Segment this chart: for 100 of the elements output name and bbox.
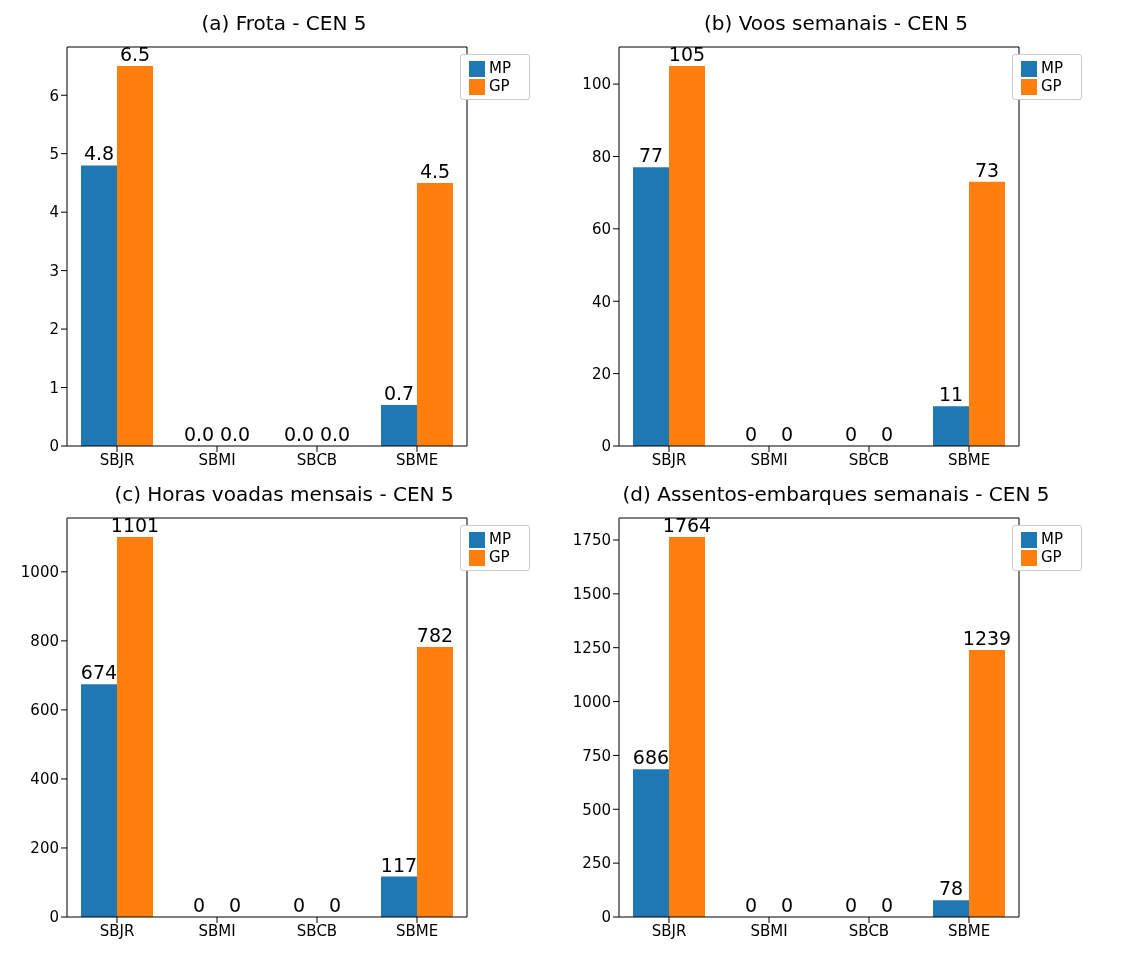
x-tick-label: SBMI [198, 450, 236, 469]
data-label: 0.0 [319, 422, 351, 445]
y-tick-label: 1750 [572, 531, 611, 550]
legend-label: MP [489, 59, 511, 77]
y-tick-label: 3 [49, 261, 59, 280]
x-tick-label: SBJR [651, 450, 687, 469]
x-tick-label: SBME [947, 921, 991, 940]
x-tick-label: SBCB [848, 921, 890, 940]
x-tick-label: SBCB [296, 921, 338, 940]
data-label: 0 [844, 893, 858, 916]
data-label: 117 [380, 853, 418, 876]
chart-title: (c) Horas voadas mensais - CEN 5 [113, 481, 455, 508]
y-tick-label: 250 [582, 854, 611, 873]
bar [381, 405, 417, 446]
data-label: 674 [80, 661, 118, 684]
x-tick-label: SBJR [99, 921, 135, 940]
y-tick-label: 0 [601, 908, 611, 927]
y-tick-label: 20 [591, 364, 611, 383]
y-tick-label: 750 [582, 746, 611, 765]
bar [81, 684, 117, 917]
legend-label: MP [1041, 530, 1063, 548]
x-tick-label: SBJR [651, 921, 687, 940]
y-tick-label: 5 [49, 145, 59, 164]
data-label: 0 [228, 893, 242, 916]
bar [933, 406, 969, 446]
y-tick-label: 0 [601, 437, 611, 456]
bar [633, 167, 669, 446]
bar [633, 769, 669, 917]
data-label: 105 [668, 43, 706, 65]
y-tick-label: 40 [591, 292, 611, 311]
data-label: 0.0 [219, 422, 251, 445]
x-tick-label: SBME [395, 921, 439, 940]
data-label: 1239 [962, 627, 1012, 650]
x-tick-label: SBJR [99, 450, 135, 469]
legend-label: MP [1041, 59, 1063, 77]
bar [417, 647, 453, 917]
y-tick-label: 600 [30, 701, 59, 720]
data-label: 78 [938, 877, 964, 900]
x-tick-label: SBCB [296, 450, 338, 469]
data-label: 0 [292, 893, 306, 916]
y-tick-label: 80 [591, 147, 611, 166]
y-tick-label: 2 [49, 320, 59, 339]
y-tick-label: 200 [30, 839, 59, 858]
x-tick-label: SBME [395, 450, 439, 469]
data-label: 73 [974, 158, 1000, 181]
bar [417, 182, 453, 446]
data-label: 0 [744, 893, 758, 916]
bar [117, 66, 153, 446]
x-tick-label: SBMI [750, 921, 788, 940]
legend-label: GP [1041, 77, 1062, 95]
data-label: 782 [416, 624, 454, 647]
data-label: 0 [880, 422, 894, 445]
data-label: 0 [328, 893, 342, 916]
chart-title: (b) Voos semanais - CEN 5 [703, 10, 969, 37]
bar [669, 66, 705, 446]
data-label: 0 [780, 422, 794, 445]
chart-title: (d) Assentos-embarques semanais - CEN 5 [621, 481, 1051, 508]
data-label: 1764 [662, 513, 712, 536]
x-tick-label: SBCB [848, 450, 890, 469]
data-label: 0 [844, 422, 858, 445]
y-tick-label: 1000 [572, 692, 611, 711]
data-label: 4.5 [419, 159, 451, 182]
x-tick-label: SBMI [750, 450, 788, 469]
data-label: 6.5 [119, 43, 151, 65]
data-label: 0 [880, 893, 894, 916]
y-tick-label: 0 [49, 437, 59, 456]
legend-label: GP [1041, 548, 1062, 566]
y-tick-label: 1250 [572, 639, 611, 658]
y-tick-label: 1 [49, 378, 59, 397]
bar [669, 536, 705, 917]
y-tick-label: 4 [49, 203, 59, 222]
bar [381, 876, 417, 917]
bar [969, 650, 1005, 917]
data-label: 1101 [110, 513, 160, 536]
legend-label: MP [489, 530, 511, 548]
data-label: 0.0 [183, 422, 215, 445]
y-tick-label: 500 [582, 800, 611, 819]
y-tick-label: 1000 [20, 563, 59, 582]
bar [933, 900, 969, 917]
data-label: 11 [938, 383, 964, 406]
y-tick-label: 6 [49, 86, 59, 105]
legend-label: GP [489, 548, 510, 566]
bar [969, 181, 1005, 446]
legend-label: GP [489, 77, 510, 95]
data-label: 0.7 [383, 382, 415, 405]
bar [81, 165, 117, 446]
data-label: 0 [192, 893, 206, 916]
y-tick-label: 100 [582, 75, 611, 94]
chart-title: (a) Frota - CEN 5 [200, 10, 368, 37]
y-tick-label: 1500 [572, 585, 611, 604]
y-tick-label: 60 [591, 220, 611, 239]
y-tick-label: 400 [30, 770, 59, 789]
data-label: 0.0 [283, 422, 315, 445]
x-tick-label: SBMI [198, 921, 236, 940]
data-label: 4.8 [83, 142, 115, 165]
bar [117, 536, 153, 917]
x-tick-label: SBME [947, 450, 991, 469]
y-tick-label: 0 [49, 908, 59, 927]
data-label: 686 [632, 746, 670, 769]
data-label: 0 [744, 422, 758, 445]
